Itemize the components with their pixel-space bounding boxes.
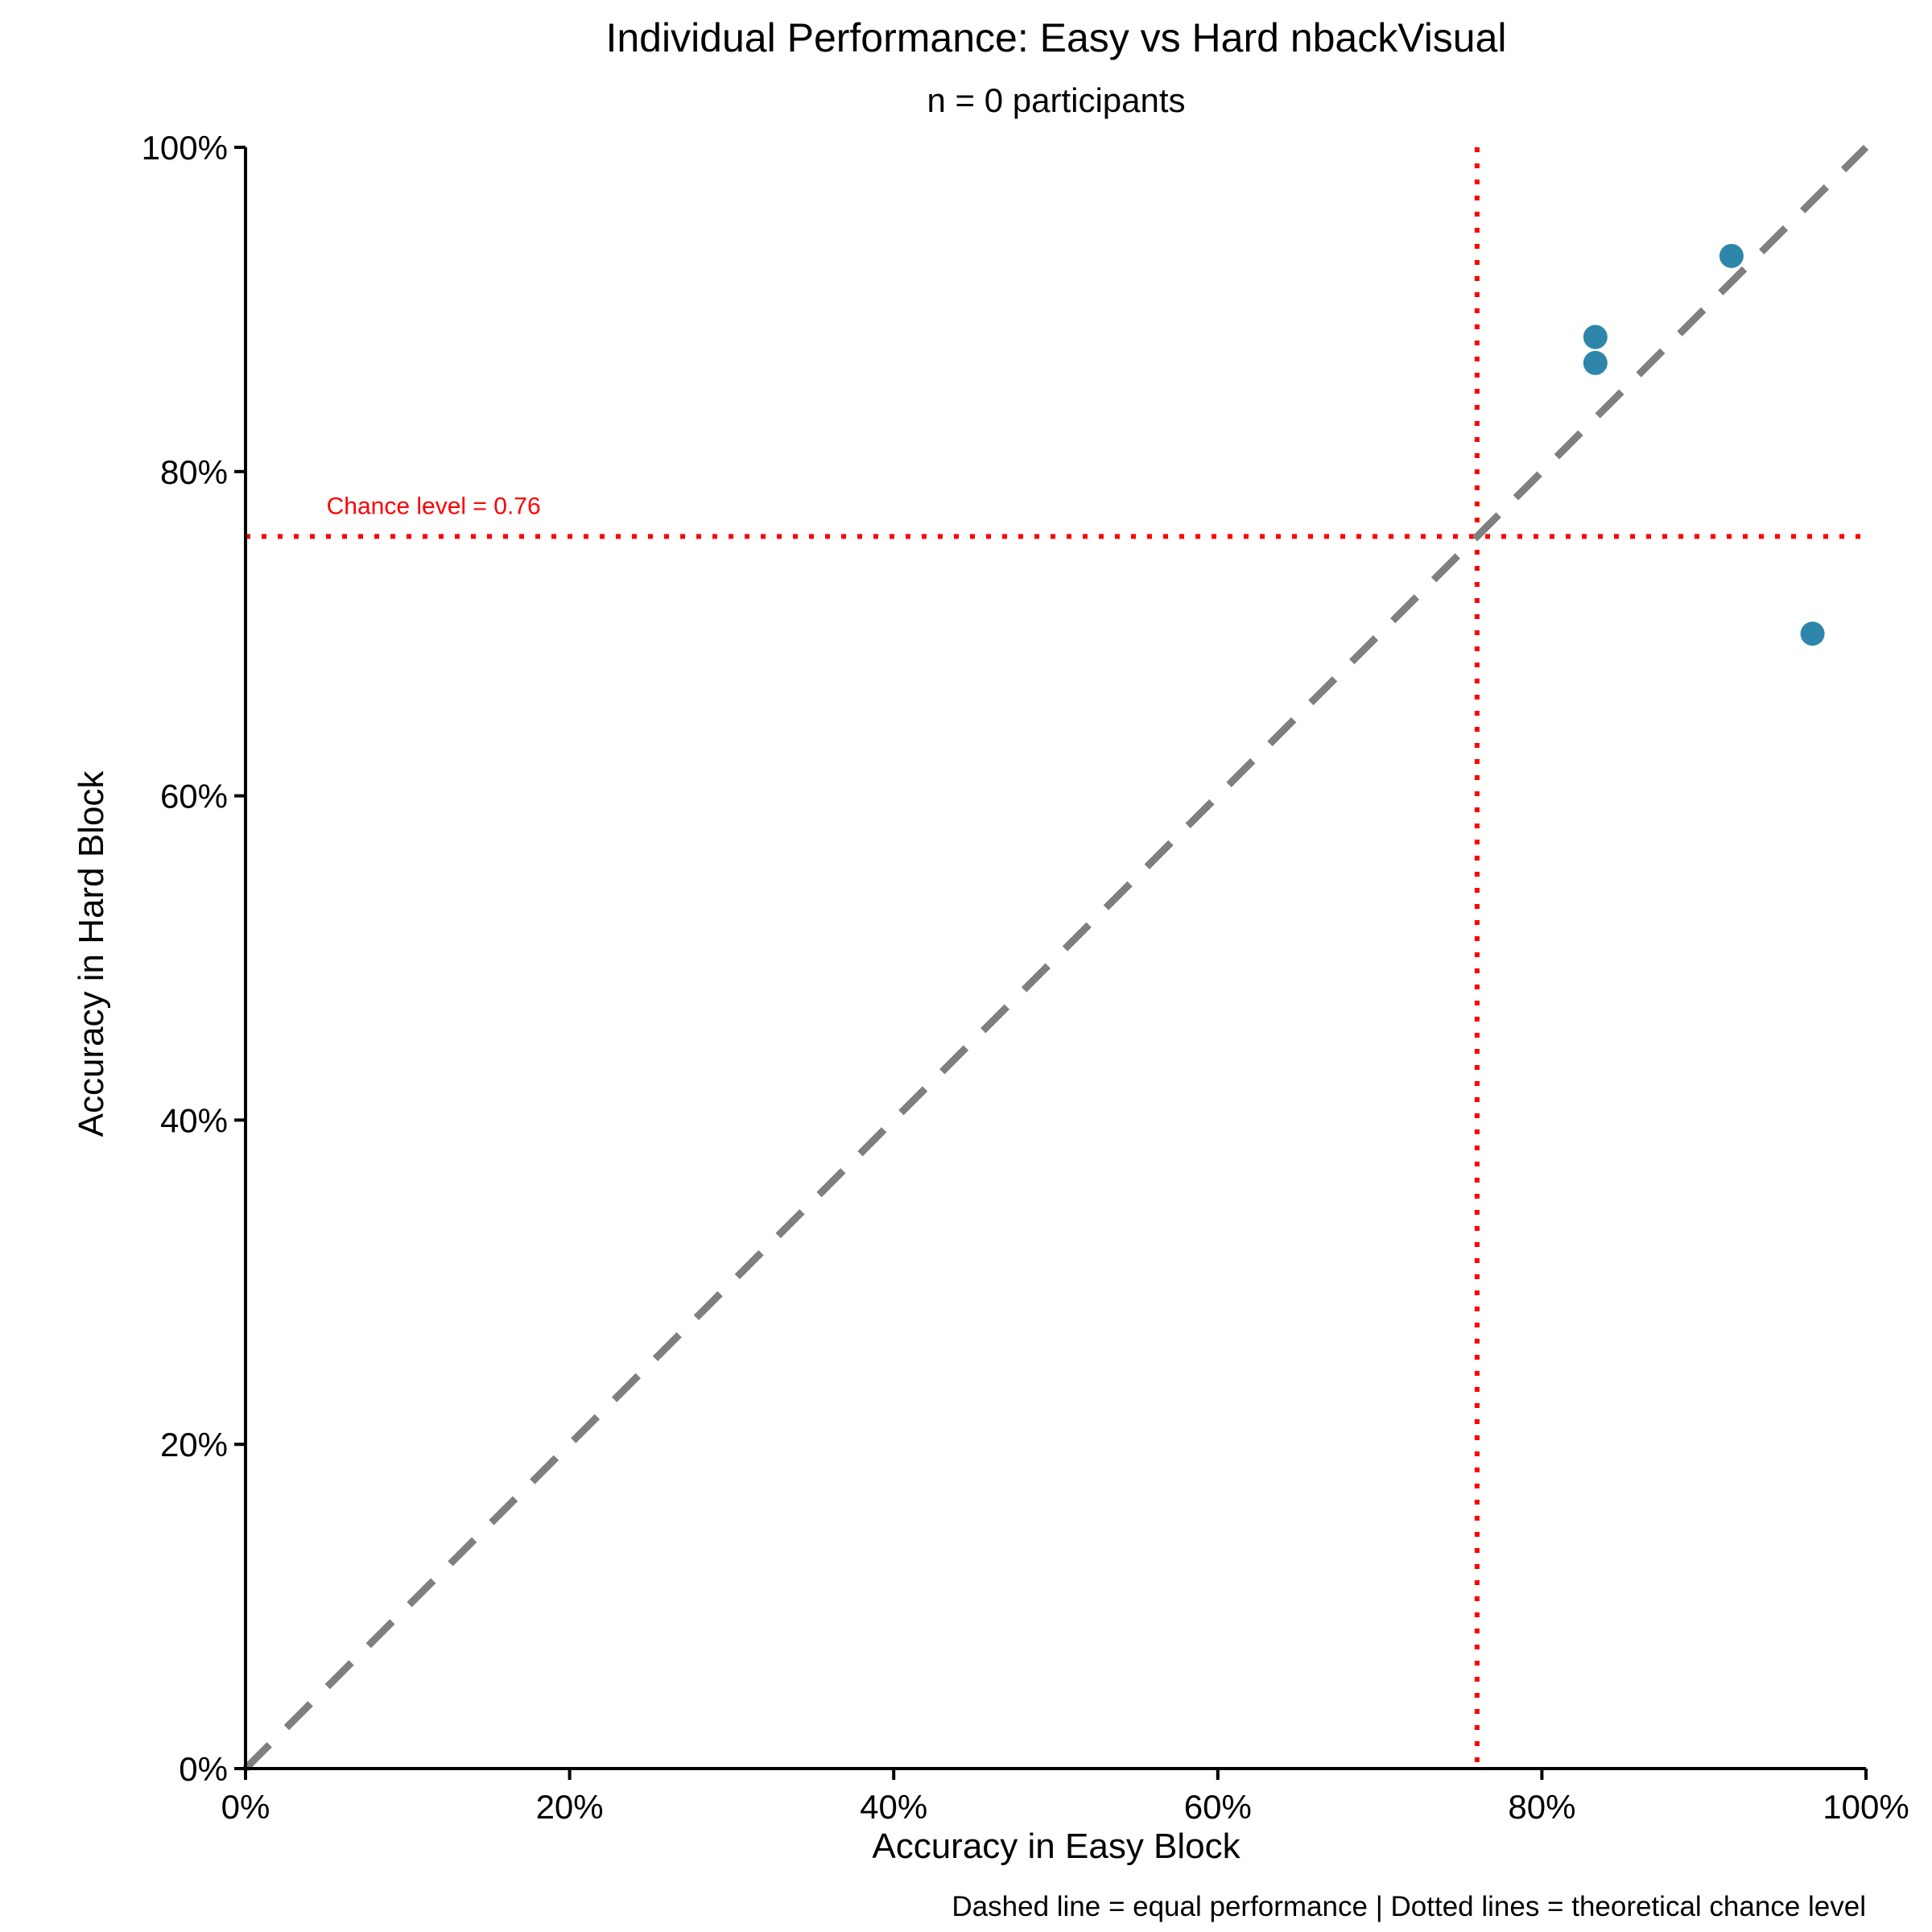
y-tick-label: 20% bbox=[160, 1426, 228, 1463]
data-point-4 bbox=[1800, 621, 1825, 646]
data-point-2 bbox=[1583, 350, 1608, 375]
x-tick-label: 0% bbox=[221, 1788, 270, 1826]
x-axis-label: Accuracy in Easy Block bbox=[872, 1827, 1241, 1866]
y-tick-label: 80% bbox=[160, 453, 228, 491]
chart-subtitle: n = 0 participants bbox=[927, 81, 1185, 119]
y-tick-label: 40% bbox=[160, 1101, 228, 1139]
x-tick-label: 20% bbox=[536, 1788, 604, 1826]
x-tick-label: 60% bbox=[1184, 1788, 1252, 1826]
y-tick-label: 60% bbox=[160, 778, 228, 815]
chart-caption: Dashed line = equal performance | Dotted… bbox=[952, 1891, 1866, 1922]
tick-labels: 0% 20% 40% 60% 80% 100% 0% 20% 40% 60% 80% 100% bbox=[142, 129, 1909, 1826]
x-tick-label: 100% bbox=[1823, 1788, 1909, 1826]
reference-lines bbox=[242, 144, 1869, 1772]
x-tick-label: 40% bbox=[860, 1788, 927, 1826]
chance-level-label: Chance level = 0.76 bbox=[327, 493, 541, 519]
x-tick-label: 80% bbox=[1508, 1788, 1575, 1826]
y-tick-label: 100% bbox=[142, 129, 228, 167]
chart-title: Individual Performance: Easy vs Hard nba… bbox=[605, 15, 1506, 60]
y-axis-label: Accuracy in Hard Block bbox=[72, 770, 111, 1137]
axes bbox=[244, 147, 1866, 1770]
data-point-3 bbox=[1719, 243, 1744, 268]
data-point-1 bbox=[1583, 324, 1608, 349]
data-points bbox=[1583, 243, 1825, 646]
y-tick-label: 0% bbox=[179, 1750, 228, 1788]
identity-line bbox=[242, 144, 1869, 1772]
